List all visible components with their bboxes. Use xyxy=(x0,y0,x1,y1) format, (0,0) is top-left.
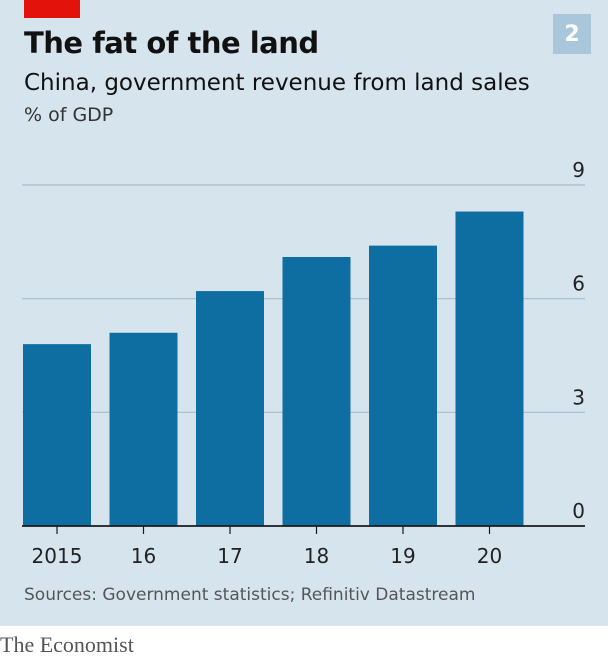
chart-card: 2 The fat of the land China, government … xyxy=(0,0,608,626)
bar xyxy=(23,344,91,526)
y-tick-label: 9 xyxy=(572,158,585,182)
y-tick-label: 6 xyxy=(572,272,585,296)
chart-subtitle: China, government revenue from land sale… xyxy=(24,70,530,96)
x-tick-label: 20 xyxy=(477,544,502,568)
bar xyxy=(282,256,351,526)
x-tick-label: 18 xyxy=(304,544,329,568)
bar xyxy=(369,245,437,526)
y-tick-label: 0 xyxy=(572,499,585,523)
publisher-wordmark: The Economist xyxy=(0,632,134,657)
chart-title: The fat of the land xyxy=(24,26,319,60)
chart-unit-label: % of GDP xyxy=(24,104,114,126)
bar xyxy=(455,211,524,526)
source-note: Sources: Government statistics; Refiniti… xyxy=(24,585,476,605)
brand-accent-tag xyxy=(24,0,80,18)
bar-chart-plot: 0 3 6 9 2015 16 17 18 19 20 xyxy=(22,158,585,568)
x-tick-label: 16 xyxy=(131,544,156,568)
x-tick-label: 19 xyxy=(390,544,415,568)
x-tick-label: 2015 xyxy=(32,544,83,568)
x-tick-label: 17 xyxy=(217,544,242,568)
bar xyxy=(109,332,178,526)
chart-number-badge: 2 xyxy=(553,14,591,54)
y-tick-label: 3 xyxy=(572,385,585,409)
bar xyxy=(196,291,264,526)
